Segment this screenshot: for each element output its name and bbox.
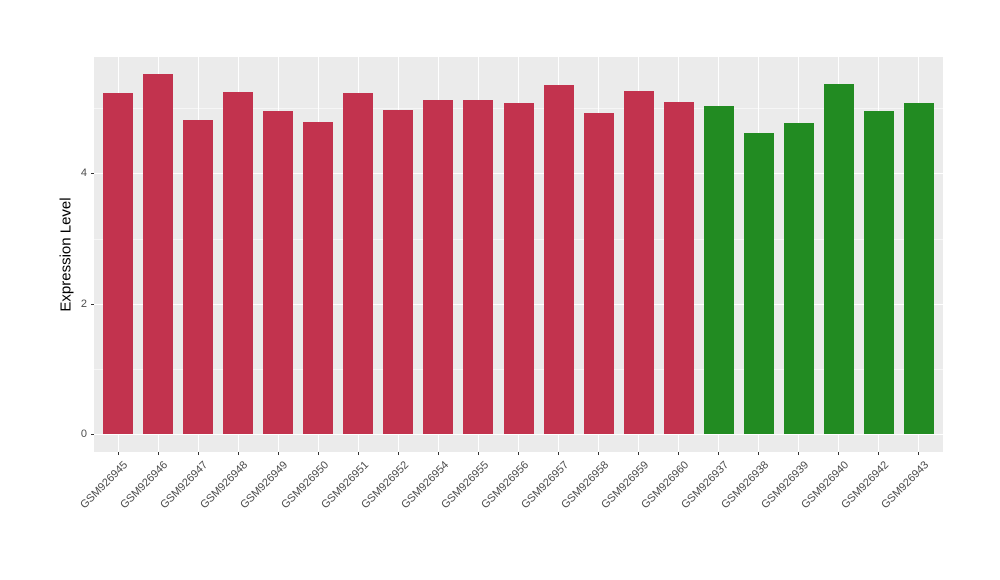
x-tick-mark-GSM926948 [237, 452, 239, 455]
x-tick-mark-GSM926955 [477, 452, 479, 455]
x-tick-mark-GSM926942 [878, 452, 880, 455]
bar-GSM926954 [423, 99, 454, 434]
x-tick-mark-GSM926945 [117, 452, 119, 455]
bar-GSM926955 [463, 99, 494, 434]
y-tick-mark-4 [91, 173, 94, 175]
bar-GSM926956 [503, 103, 534, 434]
bar-GSM926957 [543, 85, 574, 434]
bar-GSM926940 [823, 83, 854, 434]
x-tick-mark-GSM926947 [197, 452, 199, 455]
x-tick-mark-GSM926951 [357, 452, 359, 455]
y-tick-label-2: 2 [80, 297, 87, 310]
x-tick-mark-GSM926943 [918, 452, 920, 455]
y-tick-label-0: 0 [80, 428, 87, 440]
bar-GSM926960 [663, 102, 694, 434]
x-tick-mark-GSM926946 [157, 452, 159, 455]
y-tick-mark-2 [91, 303, 94, 305]
bar-GSM926937 [703, 105, 734, 434]
y-axis-title-text: Expression Level [57, 197, 75, 312]
bar-GSM926947 [183, 119, 214, 434]
x-tick-mark-GSM926940 [838, 452, 840, 455]
x-tick-mark-GSM926950 [317, 452, 319, 455]
y-tick-mark-0 [91, 434, 94, 435]
bar-GSM926958 [583, 112, 614, 434]
bar-GSM926948 [223, 91, 254, 434]
x-tick-mark-GSM926952 [397, 452, 399, 455]
bar-GSM926945 [103, 93, 134, 434]
y-tick-label-4: 4 [80, 167, 87, 180]
x-tick-mark-GSM926960 [678, 452, 680, 455]
bar-GSM926951 [343, 92, 374, 434]
x-tick-mark-GSM926956 [518, 452, 519, 455]
bar-GSM926946 [143, 74, 174, 434]
x-tick-mark-GSM926954 [437, 452, 439, 455]
x-tick-mark-GSM926939 [798, 452, 800, 455]
bar-GSM926943 [903, 103, 934, 434]
x-tick-mark-GSM926957 [558, 452, 560, 455]
bar-GSM926950 [303, 121, 334, 434]
x-tick-mark-GSM926958 [598, 452, 600, 455]
x-tick-mark-GSM926949 [277, 452, 279, 455]
bar-GSM926938 [743, 133, 774, 434]
bar-GSM926959 [623, 90, 654, 434]
bar-GSM926942 [863, 110, 894, 434]
x-tick-mark-GSM926937 [718, 452, 720, 455]
bar-GSM926952 [383, 109, 414, 434]
bar-GSM926949 [263, 110, 294, 434]
plot-panel [94, 57, 943, 452]
x-tick-mark-GSM926959 [638, 452, 640, 455]
bar-GSM926939 [783, 122, 814, 434]
x-tick-mark-GSM926938 [758, 452, 760, 455]
y-axis-title: Expression Level [55, 57, 77, 452]
